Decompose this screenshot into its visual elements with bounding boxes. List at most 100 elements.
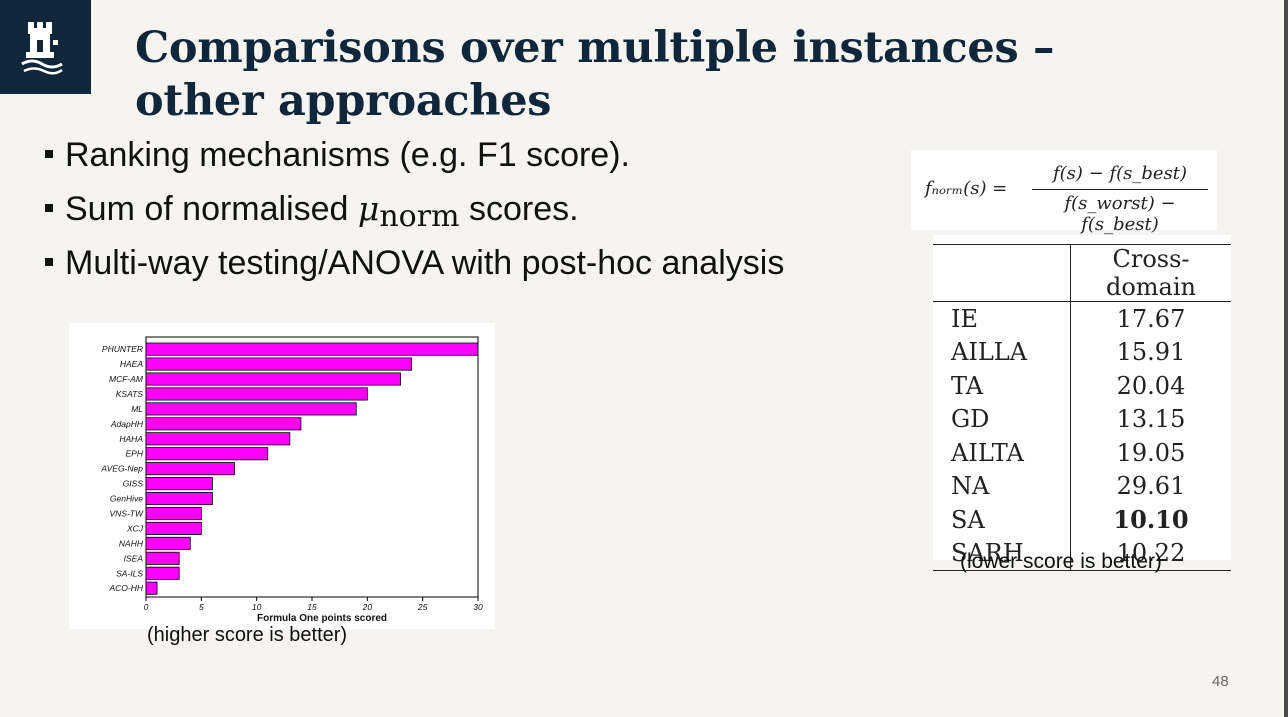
- x-tick-label: 5: [199, 602, 204, 612]
- formula-fraction: f(s) − f(s_best) f(s_worst) − f(s_best): [1032, 163, 1208, 235]
- algorithm-score: 15.91: [1116, 338, 1186, 367]
- category-label: GISS: [123, 479, 144, 489]
- bullet-item: Sum of normalised μnorm scores.: [44, 187, 784, 241]
- table-row: NA 29.61: [933, 469, 1231, 503]
- category-label: AdapHH: [110, 419, 144, 429]
- table-header-empty: [933, 244, 1071, 302]
- category-label: NAHH: [119, 538, 144, 548]
- x-tick-label: 25: [417, 602, 428, 612]
- category-label: HAHA: [119, 434, 143, 444]
- x-tick-label: 30: [473, 602, 483, 612]
- slide-title-line2: other approaches: [135, 76, 552, 126]
- table-row: AILTA 19.05: [933, 436, 1231, 470]
- bar: [145, 492, 213, 506]
- algorithm-name: SA: [933, 503, 1071, 537]
- x-tick-label: 10: [252, 602, 262, 612]
- chart-canvas: PHUNTER HAEA MCF-AM KSATS ML AdapHH HAHA EPH AVE…: [100, 336, 483, 624]
- bar: [145, 551, 180, 565]
- algorithm-score: 19.05: [1116, 438, 1186, 467]
- algorithm-name: SARH: [933, 536, 1071, 571]
- mu-subscript: norm: [379, 199, 460, 234]
- table-caption: (lower score is better): [960, 550, 1162, 573]
- bar: [145, 581, 158, 595]
- category-label: VNS-TW: [109, 508, 144, 518]
- bar: [145, 417, 302, 431]
- table-row: SA 10.10: [933, 503, 1231, 537]
- algorithm-name: AILTA: [933, 436, 1071, 470]
- bullet-text-suffix: scores.: [459, 190, 579, 228]
- category-label: XCJ: [126, 523, 144, 533]
- table-header-row: Cross-domain: [933, 244, 1231, 302]
- bar: [145, 506, 202, 521]
- bar: [145, 536, 191, 550]
- category-label: PHUNTER: [102, 344, 143, 354]
- algorithm-score-best: 10.10: [1113, 505, 1189, 535]
- formula-numerator: f(s) − f(s_best): [1052, 163, 1188, 184]
- category-label: ML: [131, 404, 143, 414]
- algorithm-name: IE: [933, 301, 1071, 336]
- table-row: SARH 10.22: [933, 536, 1231, 571]
- bar: [145, 521, 202, 535]
- table-row: TA 20.04: [933, 369, 1231, 403]
- x-tick-label: 15: [307, 602, 317, 612]
- bullet-item: Ranking mechanisms (e.g. F1 score).: [44, 133, 784, 187]
- bar: [145, 477, 213, 491]
- bullet-marker: [45, 258, 53, 266]
- page-number: 48: [1212, 673, 1229, 690]
- category-label: AVEG-Nep: [100, 464, 143, 474]
- bullet-text: Multi-way testing/ANOVA with post-hoc an…: [65, 244, 785, 282]
- table-header-cross-domain: Cross-domain: [1070, 244, 1231, 302]
- x-tick-label: 20: [362, 602, 373, 612]
- bullet-marker: [45, 150, 53, 158]
- category-label: HAEA: [120, 359, 143, 369]
- window-edge: [1284, 0, 1288, 717]
- bullet-list: Ranking mechanisms (e.g. F1 score). Sum …: [44, 133, 784, 295]
- fraction-bar: [1032, 189, 1208, 190]
- mu-symbol: μ: [357, 189, 380, 228]
- category-label: ISEA: [124, 553, 144, 563]
- results-table: Cross-domain IE 17.67 AILLA 15.91 TA 20.…: [933, 244, 1231, 571]
- algorithm-score: 29.61: [1116, 472, 1186, 501]
- f1-bar-chart: PHUNTER HAEA MCF-AM KSATS ML AdapHH HAHA EPH AVE…: [69, 323, 495, 629]
- university-logo: [0, 0, 91, 94]
- category-label: EPH: [126, 449, 144, 459]
- bullet-item: Multi-way testing/ANOVA with post-hoc an…: [44, 241, 784, 295]
- castle-logo-icon: [21, 22, 63, 75]
- bar: [145, 447, 269, 461]
- bullet-text-prefix: Sum of normalised: [65, 190, 358, 228]
- algorithm-score: 13.15: [1116, 405, 1186, 434]
- bar: [145, 432, 291, 446]
- algorithm-name: NA: [933, 469, 1071, 503]
- x-tick-label: 0: [144, 602, 149, 612]
- category-label: SA-ILS: [116, 568, 143, 578]
- bar: [145, 566, 180, 580]
- algorithm-name: GD: [933, 402, 1071, 436]
- chart-caption: (higher score is better): [147, 624, 348, 646]
- results-table-box: Cross-domain IE 17.67 AILLA 15.91 TA 20.…: [933, 235, 1231, 571]
- formula-lhs: fₙₒᵣₘ(s) =: [925, 178, 1008, 199]
- algorithm-score: 20.04: [1116, 371, 1186, 400]
- algorithm-score: 17.67: [1116, 304, 1186, 333]
- bullet-text: Ranking mechanisms (e.g. F1 score).: [65, 136, 630, 174]
- bar: [145, 342, 479, 356]
- bar: [145, 402, 357, 416]
- formula-denominator: f(s_worst) − f(s_best): [1064, 193, 1176, 235]
- table-row: IE 17.67: [933, 301, 1231, 336]
- category-label: KSATS: [116, 389, 144, 399]
- category-label: GenHive: [110, 494, 143, 504]
- category-label: MCF-AM: [109, 374, 144, 384]
- normalisation-formula: fₙₒᵣₘ(s) = f(s) − f(s_best) f(s_worst) −…: [911, 150, 1217, 235]
- algorithm-score: 10.22: [1070, 536, 1231, 571]
- slide-title: Comparisons over multiple instances – ot…: [135, 22, 1195, 128]
- table-row: AILLA 15.91: [933, 335, 1231, 369]
- slide-title-line1: Comparisons over multiple instances –: [135, 23, 1055, 73]
- bar: [145, 387, 368, 401]
- algorithm-name: AILLA: [933, 335, 1071, 369]
- table-row: GD 13.15: [933, 402, 1231, 436]
- x-axis-label: Formula One points scored: [257, 613, 387, 624]
- bar: [145, 372, 401, 386]
- algorithm-name: TA: [933, 369, 1071, 403]
- bar: [145, 357, 413, 371]
- category-label: ACO-HH: [108, 583, 143, 593]
- bar: [145, 462, 235, 476]
